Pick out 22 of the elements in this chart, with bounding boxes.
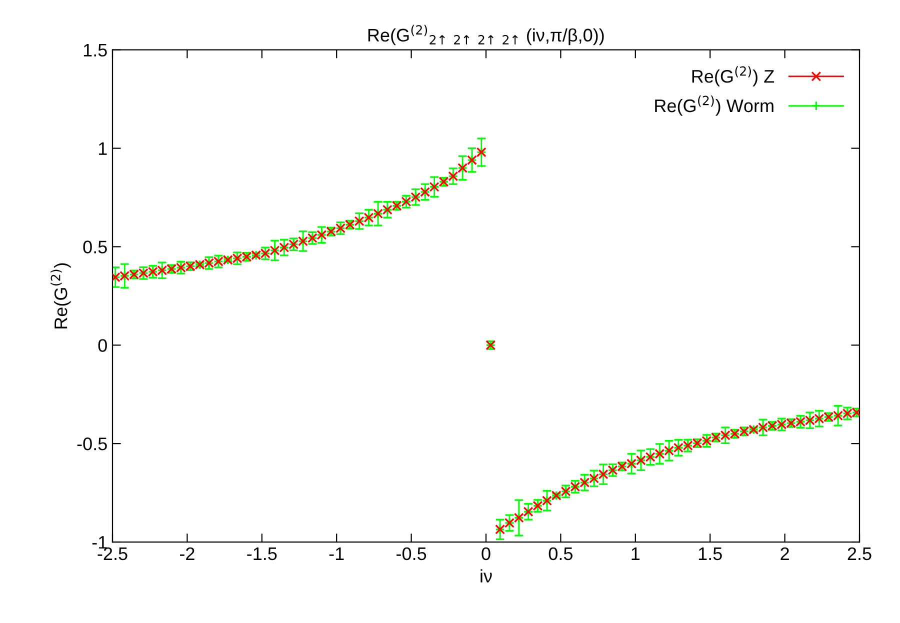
y-tick-label: 1.5: [84, 44, 107, 57]
x-tick-label: 1: [632, 548, 640, 560]
x-tick-label: 0.5: [548, 547, 572, 560]
x-tick-label: -1: [329, 548, 344, 560]
x-tick-label: -2.5: [98, 547, 128, 560]
y-tick-label: -0.5: [77, 438, 107, 450]
x-tick-label: -2: [180, 547, 194, 560]
y-tick-label: 0.5: [83, 240, 107, 254]
legend-label: Re(G$^{(2)}$) Worm: [655, 96, 774, 116]
x-tick-label: -0.5: [396, 547, 426, 560]
x-tick-label: 1.5: [698, 548, 722, 560]
y-tick-label: 1: [98, 142, 107, 155]
x-tick-label: 2: [780, 547, 789, 560]
y-axis-title: Re(G$^{(2)}$): [50, 263, 71, 328]
x-tick-label: 2.5: [848, 547, 872, 560]
x-tick-label: 0: [482, 547, 490, 560]
y-tick-label: -1: [92, 536, 107, 549]
x-tick-label: -1.5: [247, 548, 277, 560]
x-axis-title: iν: [480, 569, 492, 582]
chart-title: Re(G$^{(2)}$$_{2↑ 2↑ 2↑ 2↑}$ (iν,π/β,0)): [368, 24, 604, 46]
y-tick-label: 0: [98, 339, 107, 352]
legend-label: Re(G$^{(2)}$) Z: [692, 66, 774, 86]
